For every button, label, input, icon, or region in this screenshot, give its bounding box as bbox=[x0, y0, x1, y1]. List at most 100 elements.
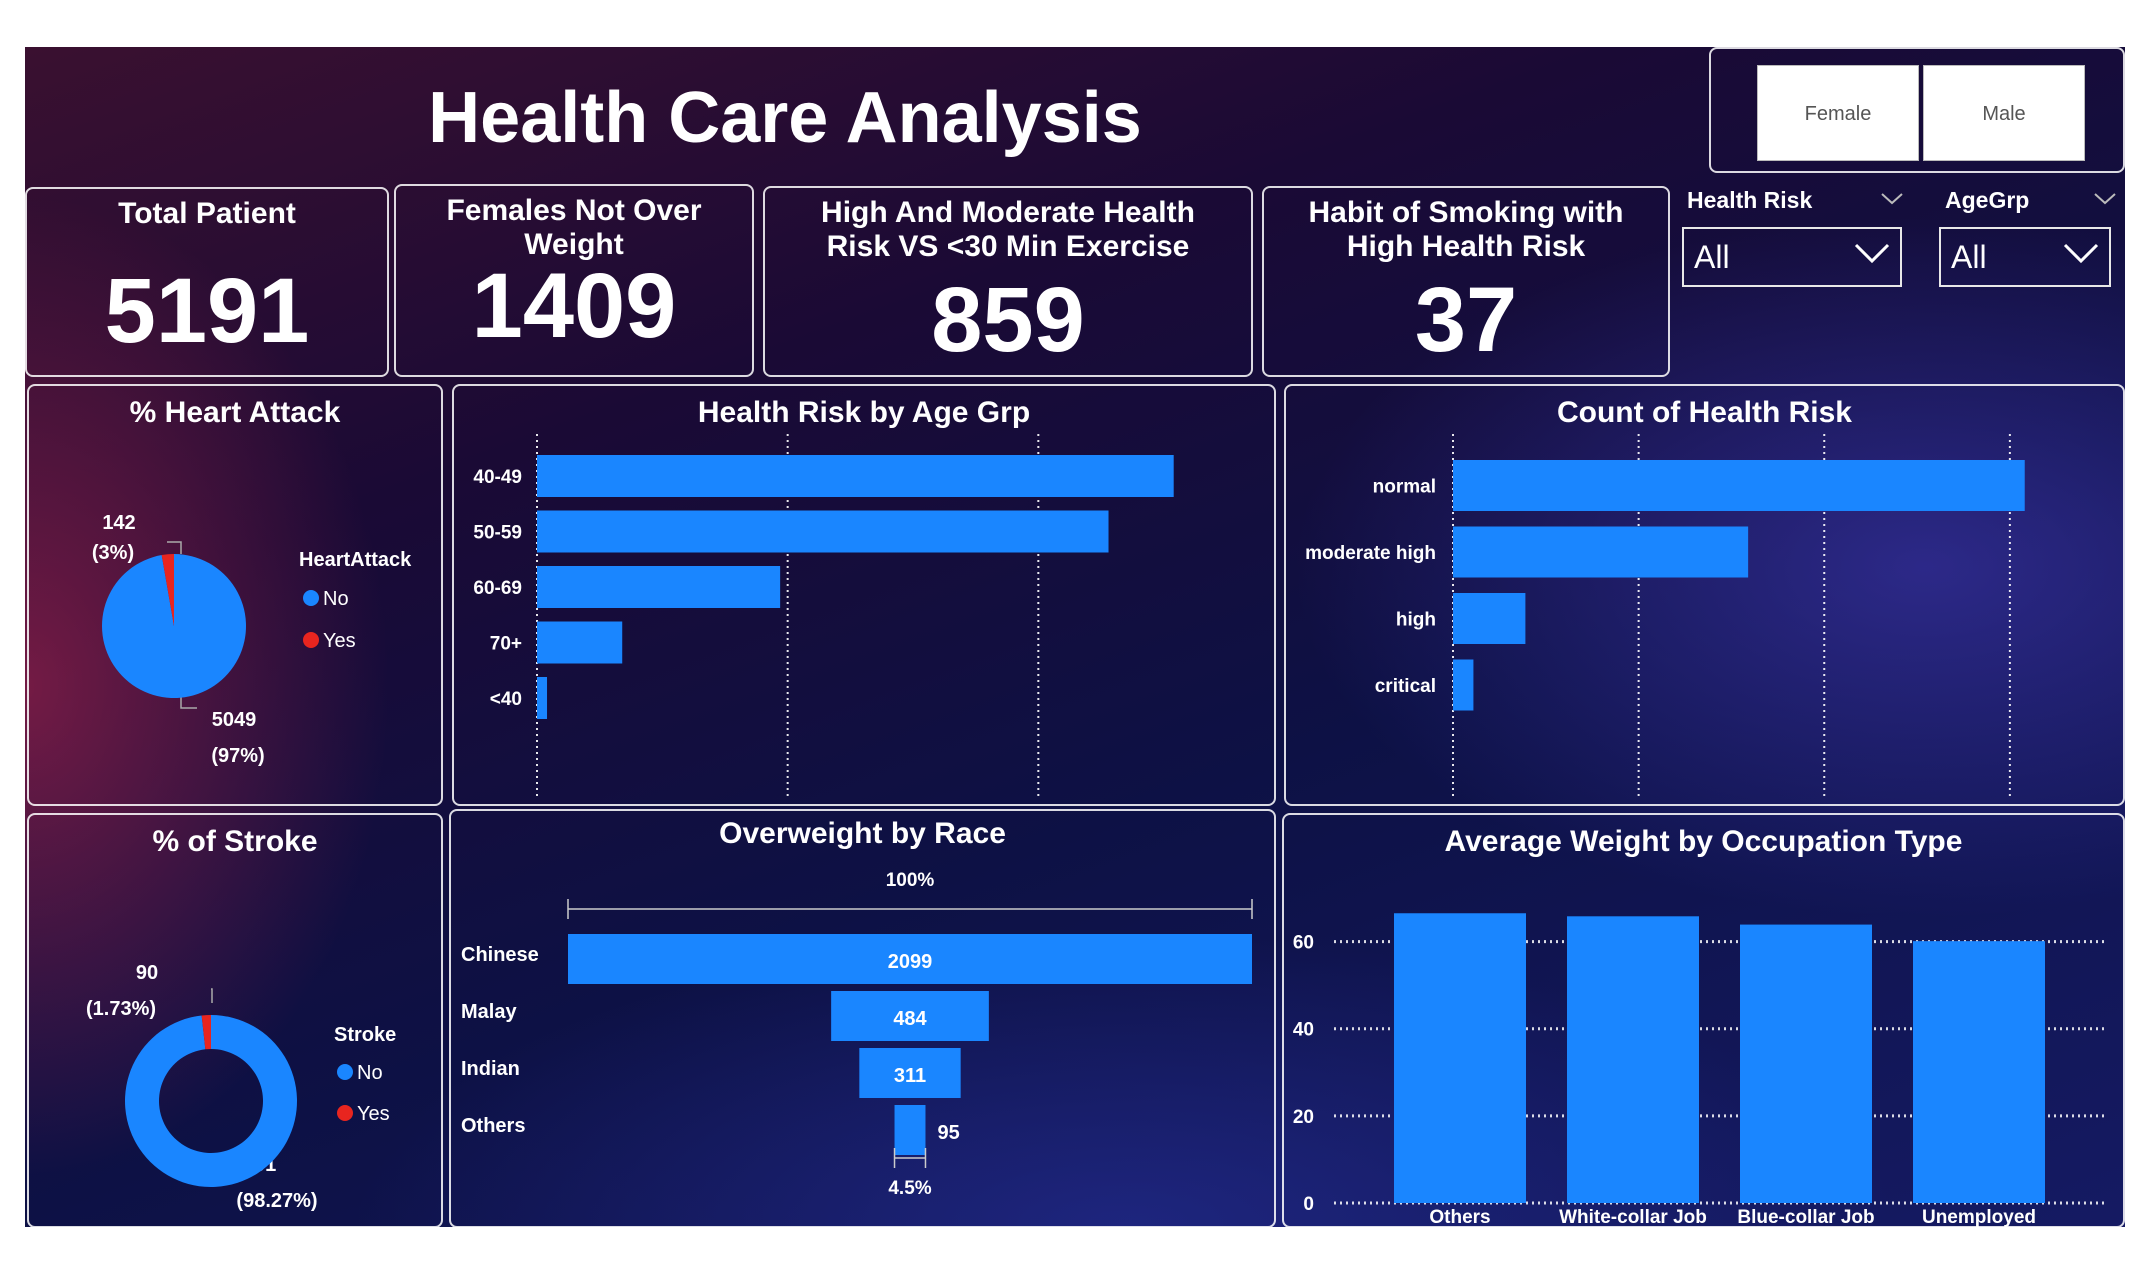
bar bbox=[1453, 593, 1526, 644]
chart-title: Average Weight by Occupation Type bbox=[1444, 825, 1963, 858]
bar bbox=[537, 677, 548, 719]
legend-yes-label[interactable]: Yes bbox=[357, 1103, 390, 1125]
kpi-value: 859 bbox=[931, 269, 1085, 371]
bar bbox=[1740, 924, 1872, 1203]
avg-weight-by-occupation-chart: 0 20 40 60 Others White-collar Job Blue-collar… bbox=[1293, 913, 2104, 1227]
category-label: moderate high bbox=[1305, 543, 1436, 564]
heart-attack-pie-chart: HeartAttack No Yes 142 (3%) 5049 (97%) bbox=[92, 512, 412, 767]
kpi-value: 5191 bbox=[104, 260, 310, 362]
category-label: critical bbox=[1375, 676, 1436, 697]
chevron-down-icon bbox=[1854, 243, 1890, 264]
kpi-risk-vs-exercise: High And Moderate Health Risk VS <30 Min… bbox=[763, 186, 1253, 377]
bottom-pct-label: 4.5% bbox=[888, 1178, 931, 1199]
legend-no-swatch bbox=[303, 590, 319, 606]
female-toggle-button[interactable]: Female bbox=[1757, 65, 1919, 161]
chart-title: Count of Health Risk bbox=[1556, 396, 1852, 429]
funnel-bar bbox=[831, 991, 989, 1041]
funnel-bar bbox=[568, 934, 1252, 984]
x-tick-label: 3,000 bbox=[1986, 804, 2034, 806]
category-label: 70+ bbox=[490, 634, 522, 655]
category-label: 40-49 bbox=[473, 467, 522, 488]
avg-weight-by-occupation-panel: Average Weight by Occupation Type 0 20 40 6… bbox=[1282, 813, 2125, 1227]
dashboard-canvas: Health Care Analysis Female Male Health … bbox=[25, 47, 2125, 1227]
legend-no-label[interactable]: No bbox=[357, 1062, 383, 1084]
agegrp-dropdown[interactable]: All bbox=[1939, 227, 2111, 287]
funnel-value-label: 311 bbox=[894, 1065, 926, 1087]
y-tick-label: 60 bbox=[1293, 933, 1314, 954]
health-risk-slicer-label: Health Risk bbox=[1687, 187, 1813, 213]
category-label: Others bbox=[1429, 1207, 1490, 1227]
funnel-value-label: 484 bbox=[893, 1008, 927, 1030]
top-pct-label: 100% bbox=[886, 870, 935, 891]
category-label: 60-69 bbox=[473, 578, 522, 599]
pie-slice-yes bbox=[201, 1015, 211, 1050]
kpi-smoking-high-risk: Habit of Smoking with High Health Risk 3… bbox=[1262, 186, 1670, 377]
legend-title: HeartAttack bbox=[299, 549, 412, 571]
health-risk-dropdown-value: All bbox=[1694, 239, 1730, 275]
health-risk-dropdown[interactable]: All bbox=[1682, 227, 1902, 287]
kpi-value: 1409 bbox=[471, 255, 677, 357]
slice-no-value: 5049 bbox=[212, 709, 257, 731]
stroke-donut-chart: Stroke No Yes 90 (1.73%) 5101 (98.27%) bbox=[86, 962, 396, 1212]
kpi-title: High And Moderate Health Risk VS <30 Min… bbox=[821, 196, 1195, 263]
y-tick-label: 0 bbox=[1303, 1194, 1314, 1215]
pie-slice-no bbox=[125, 1015, 298, 1187]
category-label: Chinese bbox=[461, 944, 539, 966]
category-label: Malay bbox=[461, 1001, 517, 1023]
health-risk-by-age-chart: 0 500 1,000 40-49 50-59 60-69 70+ <40 bbox=[473, 434, 1174, 806]
pie-slice-yes bbox=[161, 554, 174, 626]
kpi-total-patient: Total Patient 5191 bbox=[25, 187, 389, 377]
legend-yes-swatch bbox=[303, 632, 319, 648]
chart-title: % Heart Attack bbox=[129, 396, 341, 429]
bar bbox=[537, 455, 1174, 497]
legend-yes-label[interactable]: Yes bbox=[323, 630, 356, 652]
kpi-title: Total Patient bbox=[118, 197, 296, 230]
category-label: <40 bbox=[490, 689, 522, 710]
chart-title: Overweight by Race bbox=[719, 817, 1006, 850]
category-label: normal bbox=[1373, 477, 1436, 498]
bar bbox=[537, 621, 623, 664]
slice-yes-value: 90 bbox=[136, 962, 158, 984]
category-label: Unemployed bbox=[1922, 1207, 2036, 1227]
gender-slicer: Female Male bbox=[1709, 47, 2125, 173]
bar bbox=[1913, 941, 2045, 1203]
x-tick-label: 500 bbox=[772, 804, 804, 806]
legend-no-label[interactable]: No bbox=[323, 588, 349, 610]
agegrp-dropdown-value: All bbox=[1951, 239, 1987, 275]
category-label: 50-59 bbox=[473, 523, 522, 544]
x-tick-label: 1,000 bbox=[1615, 804, 1663, 806]
bar bbox=[1567, 916, 1699, 1203]
legend-yes-swatch bbox=[337, 1105, 353, 1121]
chevron-down-icon bbox=[2063, 243, 2099, 264]
kpi-title: Habit of Smoking with High Health Risk bbox=[1308, 196, 1624, 263]
category-label: Blue-collar Job bbox=[1737, 1207, 1874, 1227]
funnel-bar bbox=[894, 1105, 926, 1155]
count-health-risk-chart: 0 1,000 2,000 3,000 normal moderate high high c… bbox=[1305, 434, 2034, 806]
y-tick-label: 20 bbox=[1293, 1107, 1314, 1128]
page-title: Health Care Analysis bbox=[428, 78, 1142, 158]
chart-title: % of Stroke bbox=[152, 825, 318, 858]
legend-title: Stroke bbox=[334, 1024, 396, 1046]
bar bbox=[537, 566, 781, 608]
kpi-value: 37 bbox=[1414, 269, 1518, 371]
x-tick-label: 1,000 bbox=[1015, 804, 1063, 806]
category-label: White-collar Job bbox=[1559, 1207, 1707, 1227]
slice-yes-value: 142 bbox=[102, 512, 135, 534]
funnel-value-label: 95 bbox=[937, 1122, 959, 1144]
heart-attack-panel: % Heart Attack HeartAttack No Yes 142 (3… bbox=[27, 384, 443, 806]
count-health-risk-panel: Count of Health Risk 0 1,000 2,000 3,000 nor… bbox=[1284, 384, 2125, 806]
agegrp-collapse-icon[interactable] bbox=[2093, 192, 2117, 206]
x-tick-label: 2,000 bbox=[1800, 804, 1848, 806]
kpi-females-not-overweight: Females Not Over Weight 1409 bbox=[394, 184, 754, 377]
overweight-by-race-funnel: 100% Chinese 2099 Malay 484 Indian 311 Others 95… bbox=[461, 870, 1253, 1199]
slice-no-pct: (97%) bbox=[211, 745, 264, 767]
bar bbox=[1453, 526, 1749, 578]
category-label: Indian bbox=[461, 1058, 520, 1080]
y-tick-label: 40 bbox=[1293, 1020, 1314, 1041]
chart-title: Health Risk by Age Grp bbox=[697, 396, 1031, 429]
male-toggle-button[interactable]: Male bbox=[1923, 65, 2085, 161]
slice-no-pct: (98.27%) bbox=[236, 1190, 317, 1212]
health-risk-collapse-icon[interactable] bbox=[1880, 192, 1904, 206]
overweight-by-race-panel: Overweight by Race 100% Chinese 2099 Malay 4… bbox=[449, 809, 1276, 1227]
agegrp-slicer-label: AgeGrp bbox=[1945, 187, 2030, 213]
